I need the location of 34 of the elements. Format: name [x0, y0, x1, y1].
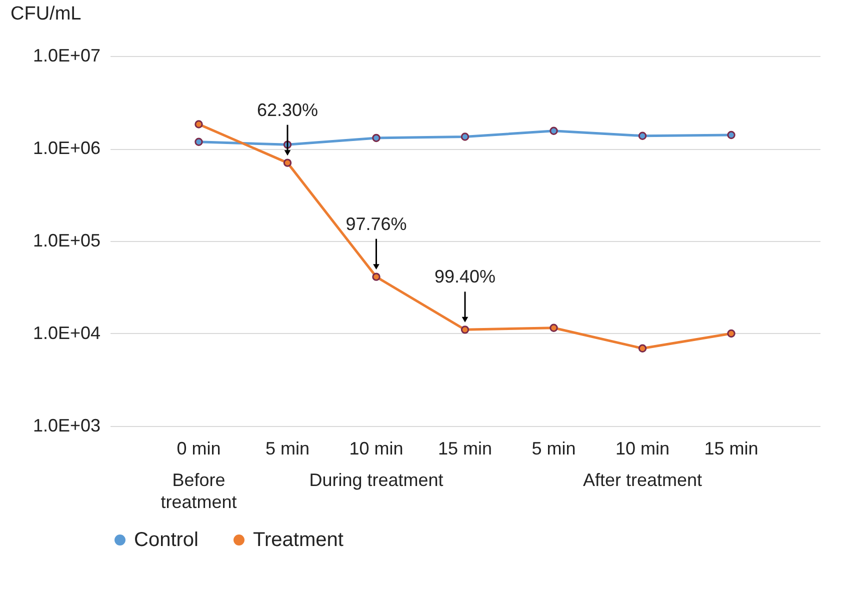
point — [727, 329, 736, 338]
point — [372, 134, 380, 142]
x-tick-label: 5 min — [265, 438, 310, 458]
y-axis-title: CFU/mL — [10, 4, 82, 24]
point — [550, 126, 558, 135]
x-tick-label: 10 min — [615, 438, 670, 458]
point — [638, 344, 647, 353]
legend-label: Treatment — [253, 529, 344, 551]
text: Before treatment — [160, 470, 237, 512]
y-tick-label: 1.0E+07 — [32, 46, 100, 66]
x-tick-label: 15 min — [438, 438, 492, 458]
point — [460, 326, 470, 334]
text: During treatment — [309, 470, 444, 490]
point — [194, 120, 203, 128]
point — [372, 272, 380, 281]
x-tick-label: 5 min — [532, 438, 576, 458]
legend-label: Control — [134, 529, 198, 551]
point — [638, 132, 647, 140]
x-tick-label: 10 min — [349, 438, 404, 458]
annotation: 99.40% — [434, 266, 496, 287]
point — [194, 138, 203, 146]
x-tick-label: 15 min — [704, 438, 758, 458]
y-tick-label: 1.0E+05 — [32, 230, 100, 250]
x-tick-label: 0 min — [176, 438, 221, 458]
point — [550, 324, 558, 332]
point — [283, 158, 292, 167]
text: After treatment — [582, 470, 702, 490]
point — [727, 130, 736, 140]
y-tick-label: 1.0E+04 — [32, 323, 100, 343]
annotation: 62.30% — [256, 100, 318, 120]
annotation: 97.76% — [346, 214, 407, 234]
point — [460, 132, 470, 141]
y-tick-label: 1.0E+06 — [32, 138, 100, 158]
y-tick-label: 1.0E+03 — [32, 416, 100, 436]
